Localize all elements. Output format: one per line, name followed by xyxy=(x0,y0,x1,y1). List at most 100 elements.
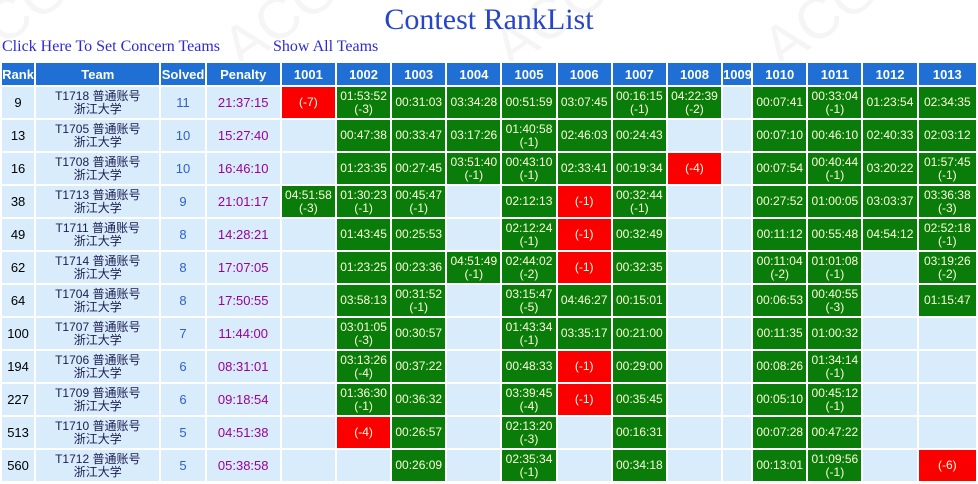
problem-cell-1001 xyxy=(279,151,337,186)
column-header-solved: Solved xyxy=(159,61,207,87)
penalty-cell: 17:50:55 xyxy=(204,283,282,318)
problem-cell-1010: 00:07:54 xyxy=(751,151,809,186)
wrong-tries: (-2) xyxy=(770,266,790,281)
problem-cell-1005: 00:51:59 xyxy=(500,85,558,120)
wrong-tries: (-1) xyxy=(825,365,845,380)
problem-cell-1001: 04:51:58 (-3) xyxy=(279,184,337,219)
rank-cell: 194 xyxy=(0,349,37,384)
problem-cell-1006: (-1) xyxy=(555,184,613,219)
problem-cell-1003: 00:26:09 xyxy=(390,448,448,483)
accepted-time: 01:43:34 xyxy=(505,319,553,334)
team-name: T1713 普通账号 xyxy=(55,187,141,202)
wrong-tries: (-1) xyxy=(464,167,484,182)
accepted-time: 00:23:36 xyxy=(395,260,443,274)
problem-cell-1003: 00:26:57 xyxy=(390,415,448,450)
problem-cell-1008 xyxy=(665,250,724,285)
accepted-time: 00:11:04 xyxy=(756,253,803,268)
problem-cell-1012 xyxy=(861,349,919,384)
accepted-time: 00:45:47 xyxy=(395,187,443,202)
wrong-tries: (-3) xyxy=(354,332,373,347)
problem-cell-1012 xyxy=(861,415,919,450)
problem-cell-1010: 00:08:26 xyxy=(751,349,809,384)
problem-cell-1010: 00:11:04 (-2) xyxy=(751,250,809,285)
accepted-time: 03:15:47 xyxy=(505,286,553,301)
accepted-time: 00:47:38 xyxy=(340,128,387,142)
team-name: T1710 普通账号 xyxy=(55,418,141,433)
wrong-tries: (-1) xyxy=(825,101,845,116)
accepted-time: 01:01:08 xyxy=(811,253,859,268)
wrong-tries: (-1) xyxy=(354,398,373,413)
column-header-1005: 1005 xyxy=(500,61,558,87)
problem-cell-1012 xyxy=(861,316,919,351)
column-header-1002: 1002 xyxy=(334,61,393,87)
problem-cell-1004 xyxy=(445,415,503,450)
set-concern-teams-link[interactable]: Click Here To Set Concern Teams xyxy=(2,38,221,55)
penalty-cell: 14:28:21 xyxy=(204,217,282,252)
column-header-1013: 1013 xyxy=(916,61,978,87)
wrong-tries: (-1) xyxy=(937,167,957,182)
team-name: T1709 普通账号 xyxy=(55,385,141,400)
wrong-tries: (-6) xyxy=(937,458,957,472)
problem-cell-1012: 02:40:33 xyxy=(861,118,919,153)
team-row-16: 16 T1708 普通账号 浙江大学 10 16:46:10 01:23:35 00:27:… xyxy=(0,151,978,186)
team-row-49: 49 T1711 普通账号 浙江大学 8 14:28:21 01:43:45 00:25:5… xyxy=(0,217,978,252)
team-name: T1707 普通账号 xyxy=(55,319,141,334)
team-school: 浙江大学 xyxy=(73,266,122,281)
show-all-teams-link[interactable]: Show All Teams xyxy=(273,38,379,55)
problem-cell-1011: 00:55:48 xyxy=(806,217,864,252)
problem-cell-1006 xyxy=(555,448,613,483)
problem-cell-1009 xyxy=(721,415,754,450)
team-school: 浙江大学 xyxy=(73,101,122,116)
problem-cell-1003: 00:45:47 (-1) xyxy=(390,184,448,219)
problem-cell-1009 xyxy=(721,316,754,351)
problem-cell-1001 xyxy=(279,316,337,351)
problem-cell-1008 xyxy=(665,382,724,417)
accepted-time: 00:34:18 xyxy=(615,458,663,472)
problem-cell-1009 xyxy=(721,382,754,417)
accepted-time: 02:46:03 xyxy=(560,128,608,142)
problem-cell-1007: 00:32:44 (-1) xyxy=(610,184,668,219)
wrong-tries: (-4) xyxy=(685,161,704,175)
team-cell: T1712 普通账号 浙江大学 xyxy=(34,448,162,483)
team-school: 浙江大学 xyxy=(73,398,122,413)
problem-cell-1011: 01:01:08 (-1) xyxy=(806,250,864,285)
accepted-time: 03:19:26 xyxy=(923,253,971,268)
accepted-time: 00:08:26 xyxy=(756,359,804,373)
solved-cell: 8 xyxy=(159,250,207,285)
accepted-time: 00:16:15 xyxy=(615,88,663,103)
problem-cell-1002: 03:58:13 xyxy=(334,283,393,318)
accepted-time: 01:00:05 xyxy=(811,194,859,208)
problem-cell-1005: 02:12:24 (-1) xyxy=(500,217,558,252)
problem-cell-1012: 04:54:12 xyxy=(861,217,919,252)
problem-cell-1008 xyxy=(665,283,724,318)
accepted-time: 01:43:45 xyxy=(340,227,387,241)
penalty-cell: 09:18:54 xyxy=(204,382,282,417)
column-header-1004: 1004 xyxy=(445,61,503,87)
accepted-time: 00:29:00 xyxy=(615,359,663,373)
problem-cell-1010: 00:07:28 xyxy=(751,415,809,450)
page-title: Contest RankList xyxy=(384,3,594,36)
problem-cell-1007: 00:16:15 (-1) xyxy=(610,85,668,120)
accepted-time: 02:03:12 xyxy=(923,128,971,142)
accepted-time: 00:31:52 xyxy=(395,286,443,301)
team-cell: T1709 普通账号 浙江大学 xyxy=(34,382,162,417)
rank-cell: 513 xyxy=(0,415,37,450)
team-school: 浙江大学 xyxy=(73,365,122,380)
problem-cell-1002: 03:13:26 (-4) xyxy=(334,349,393,384)
team-name: T1711 普通账号 xyxy=(55,220,141,235)
problem-cell-1006: (-1) xyxy=(555,382,613,417)
problem-cell-1011: 00:40:55 (-3) xyxy=(806,283,864,318)
wrong-tries: (-1) xyxy=(519,233,539,248)
accepted-time: 03:20:22 xyxy=(866,161,914,175)
penalty-cell: 16:46:10 xyxy=(204,151,282,186)
accepted-time: 00:43:10 xyxy=(505,154,553,169)
accepted-time: 01:36:30 xyxy=(340,385,387,400)
penalty-cell: 21:01:17 xyxy=(204,184,282,219)
column-header-1009: 1009 xyxy=(721,61,754,87)
accepted-time: 01:53:52 xyxy=(340,88,387,103)
problem-cell-1004 xyxy=(445,448,503,483)
team-row-9: 9 T1718 普通账号 浙江大学 11 21:37:15 (-7) 01:53:52 (-3… xyxy=(0,85,978,120)
team-name: T1712 普通账号 xyxy=(55,451,141,466)
wrong-tries: (-1) xyxy=(519,332,539,347)
problem-cell-1006 xyxy=(555,415,613,450)
